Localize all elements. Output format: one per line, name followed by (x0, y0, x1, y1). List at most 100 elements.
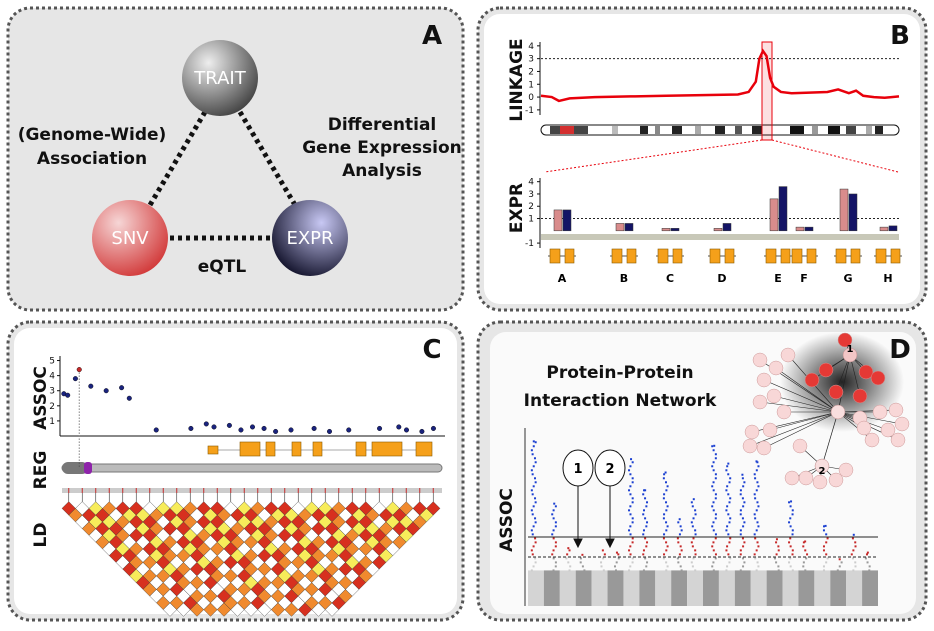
snp-dot (646, 501, 648, 503)
snp-dot (533, 440, 535, 442)
snp-dot (777, 565, 779, 567)
net-node (829, 385, 843, 399)
snp-dot (553, 509, 555, 511)
bar (554, 210, 562, 231)
snp-dot (725, 529, 727, 531)
snp-dot (792, 549, 794, 551)
gene-glyph (612, 249, 622, 263)
snp-dot (643, 529, 645, 531)
snp-dot (715, 537, 717, 539)
snp-dot (757, 505, 759, 507)
snp-dot (756, 469, 758, 471)
snp-dot (645, 505, 647, 507)
snp-dot (788, 561, 790, 563)
snp-dot (582, 565, 584, 567)
net-node (743, 439, 757, 453)
y-tick-label: 2 (49, 402, 55, 412)
band (560, 126, 574, 134)
band (812, 126, 818, 134)
snp-dot (663, 513, 665, 515)
snp-dot (532, 453, 534, 455)
snp-dot (743, 501, 745, 503)
gene-label: G (843, 272, 852, 285)
snp-dot (725, 469, 727, 471)
snp-dot (617, 553, 619, 555)
snp-dot (727, 463, 729, 465)
point (77, 367, 82, 372)
snp-dot (534, 457, 536, 459)
snp-dot (742, 525, 744, 527)
snp-dot (677, 561, 679, 563)
snp-dot (853, 534, 855, 536)
snp-dot (553, 557, 555, 559)
snp-dot (694, 529, 696, 531)
snp-dot (694, 509, 696, 511)
bar (889, 226, 897, 231)
snp-dot (645, 565, 647, 567)
snp-dot (569, 565, 571, 567)
bar (805, 227, 813, 231)
snp-dot (743, 561, 745, 563)
snp-dot (632, 517, 634, 519)
snp-dot (728, 541, 730, 543)
snp-dot (553, 517, 555, 519)
bar (880, 227, 888, 231)
net-node (757, 441, 771, 455)
point (104, 388, 109, 393)
snp-dot (715, 517, 717, 519)
snp-dot (632, 481, 634, 483)
band (828, 126, 840, 134)
bar (671, 228, 679, 230)
point (154, 428, 159, 433)
snp-dot (665, 509, 667, 511)
snp-dot (713, 445, 715, 447)
snp-dot (715, 497, 717, 499)
snp-dot (713, 569, 715, 571)
snp-dot (632, 541, 634, 543)
snp-dot (629, 513, 631, 515)
bar (796, 227, 804, 231)
snp-dot (566, 553, 568, 555)
snp-dot (665, 472, 667, 474)
gene-label: F (800, 272, 808, 285)
snp-dot (866, 553, 868, 555)
snp-dot (729, 497, 731, 499)
snp-dot (713, 481, 715, 483)
snp-dot (693, 498, 695, 500)
snp-dot (727, 553, 729, 555)
snp-dot (754, 557, 756, 559)
net-hub (831, 405, 845, 419)
snp-dot (533, 525, 535, 527)
snp-dot (776, 553, 778, 555)
axis-label: EXPR (507, 183, 527, 233)
y-tick-label: 4 (49, 372, 55, 382)
snp-dot (740, 513, 742, 515)
snp-dot (729, 481, 731, 483)
snp-dot (553, 529, 555, 531)
snp-dot (804, 549, 806, 551)
snp-dot (667, 525, 669, 527)
snp-dot (642, 553, 644, 555)
snp-dot (665, 529, 667, 531)
snp-dot (646, 541, 648, 543)
snp-dot (851, 553, 853, 555)
snp-dot (602, 549, 604, 551)
snp-dot (725, 509, 727, 511)
snp-dot (532, 533, 534, 535)
point (73, 376, 78, 381)
snp-dot (644, 497, 646, 499)
net-node (757, 373, 771, 387)
bar (723, 223, 731, 230)
snp-dot (715, 553, 717, 555)
node-label: TRAIT (193, 68, 246, 89)
snp-dot (776, 538, 778, 540)
snp-dot (533, 485, 535, 487)
band (875, 126, 883, 134)
net-node (785, 471, 799, 485)
snp-dot (632, 521, 634, 523)
bar (840, 189, 848, 231)
point (239, 428, 244, 433)
snp-dot (555, 565, 557, 567)
bar (616, 223, 624, 230)
gene-label: E (774, 272, 782, 285)
